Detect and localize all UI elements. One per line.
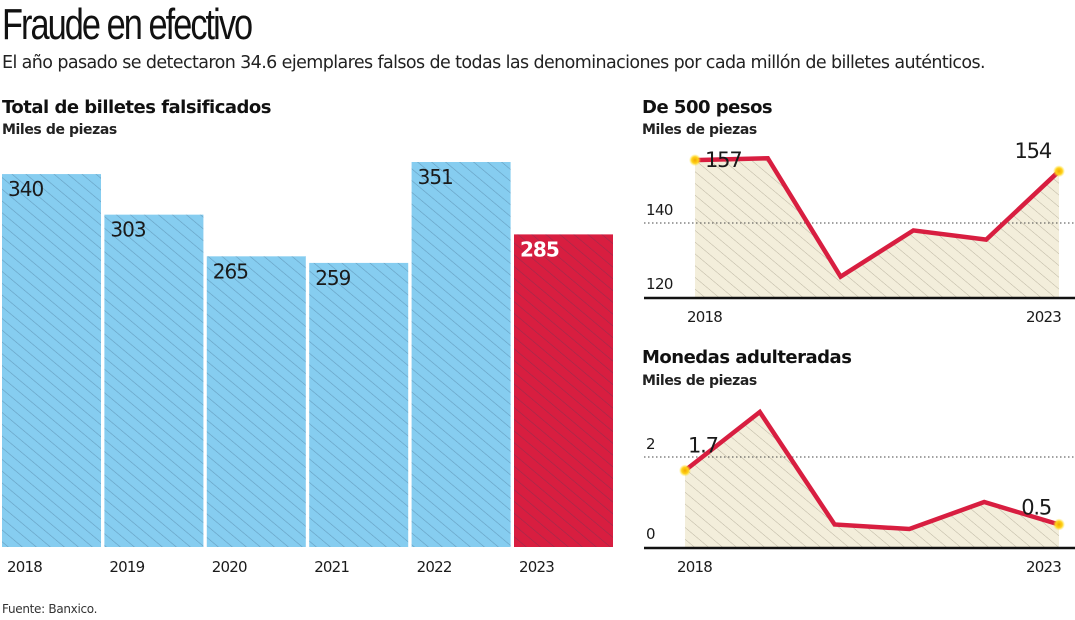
- bar-chart-title: Total de billetes falsificados: [2, 97, 272, 118]
- line-chart-500-unit: Miles de piezas: [642, 122, 757, 138]
- bar-data-label: 340: [8, 177, 43, 201]
- page-subtitle: El año pasado se detectaron 34.6 ejempla…: [2, 53, 986, 73]
- line-chart-coins: 0 2 1.7 0.5 2018 2023: [644, 408, 1075, 576]
- page-title: Fraude en efectivo: [2, 0, 253, 49]
- x-tick-label: 2022: [417, 558, 452, 576]
- bar-hatch-2019: [104, 214, 204, 547]
- x-tick-label: 2018: [677, 558, 712, 576]
- x-tick-label: 2023: [1026, 308, 1061, 326]
- x-tick-label: 2020: [212, 558, 247, 576]
- bar-hatch-2018: [2, 174, 101, 547]
- bar-data-label: 303: [110, 218, 145, 242]
- point-label: 0.5: [1021, 496, 1051, 520]
- area-hatch: [695, 158, 1059, 297]
- y-tick-label: 2: [646, 435, 655, 453]
- x-tick-label: 2019: [109, 558, 144, 576]
- area-hatch: [685, 412, 1059, 547]
- x-tick-label: 2023: [519, 558, 554, 576]
- bar-hatch-2022: [411, 162, 511, 547]
- point-marker: [1053, 518, 1065, 531]
- point-label: 1.7: [688, 434, 718, 458]
- point-label: 157: [705, 148, 741, 172]
- point-label: 154: [1015, 139, 1052, 163]
- series-line: [683, 408, 1060, 532]
- y-tick-label: 120: [646, 275, 673, 293]
- y-tick-label: 0: [646, 525, 655, 543]
- x-tick-label: 2021: [314, 558, 349, 576]
- bar-data-label: 259: [315, 266, 350, 290]
- x-tick-label: 2018: [7, 558, 42, 576]
- x-tick-label: 2018: [687, 308, 722, 326]
- bar-chart-unit: Miles de piezas: [2, 122, 117, 138]
- line-chart-coins-unit: Miles de piezas: [642, 373, 757, 389]
- x-tick-label: 2023: [1026, 558, 1061, 576]
- point-marker: [679, 464, 691, 477]
- point-marker: [1053, 165, 1065, 178]
- line-chart-500-title: De 500 pesos: [642, 97, 773, 118]
- point-marker: [689, 154, 701, 167]
- bar-hatch-2023: [514, 234, 613, 547]
- series-line: [694, 155, 1061, 280]
- y-tick-label: 140: [646, 201, 673, 219]
- bar-data-label: 285: [520, 237, 559, 261]
- bar-hatch-2020: [206, 256, 306, 547]
- bar-chart: 340 2018 303 2019 265 2020 259 2021 351 2022 285 20…: [2, 162, 613, 576]
- line-chart-coins-title: Monedas adulteradas: [642, 347, 852, 368]
- source-note: Fuente: Banxico.: [2, 602, 98, 616]
- bar-data-label: 351: [418, 165, 453, 189]
- bar-data-label: 265: [213, 259, 248, 283]
- bar-hatch-2021: [309, 262, 409, 547]
- line-chart-500: 120 140 157 154 2018 2023: [644, 139, 1075, 326]
